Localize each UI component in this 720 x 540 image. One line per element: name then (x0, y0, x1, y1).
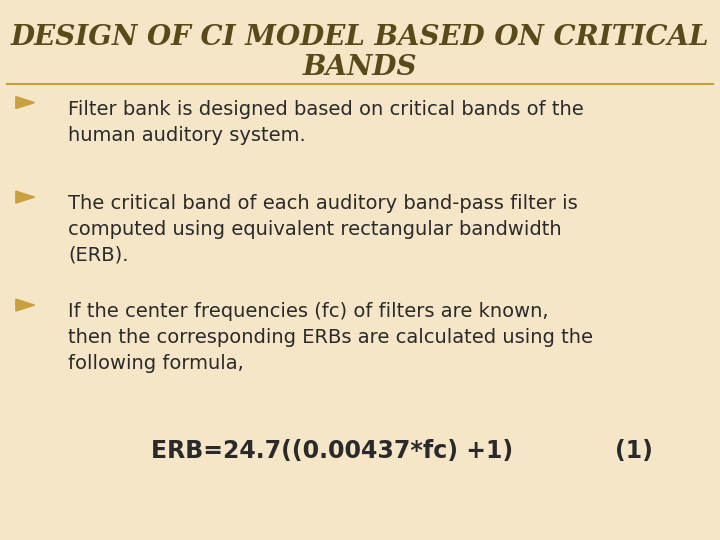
Polygon shape (16, 299, 35, 311)
Text: DESIGN OF CI MODEL BASED ON CRITICAL: DESIGN OF CI MODEL BASED ON CRITICAL (11, 24, 709, 51)
Text: The critical band of each auditory band-pass filter is
computed using equivalent: The critical band of each auditory band-… (68, 194, 578, 265)
Text: BANDS: BANDS (302, 54, 418, 81)
Text: (1): (1) (615, 439, 652, 463)
Text: Filter bank is designed based on critical bands of the
human auditory system.: Filter bank is designed based on critica… (68, 100, 584, 145)
Polygon shape (16, 191, 35, 203)
Polygon shape (16, 97, 35, 109)
Text: If the center frequencies (fc) of filters are known,
then the corresponding ERBs: If the center frequencies (fc) of filter… (68, 302, 593, 373)
Text: ERB=24.7((0.00437*fc) +1): ERB=24.7((0.00437*fc) +1) (151, 439, 513, 463)
